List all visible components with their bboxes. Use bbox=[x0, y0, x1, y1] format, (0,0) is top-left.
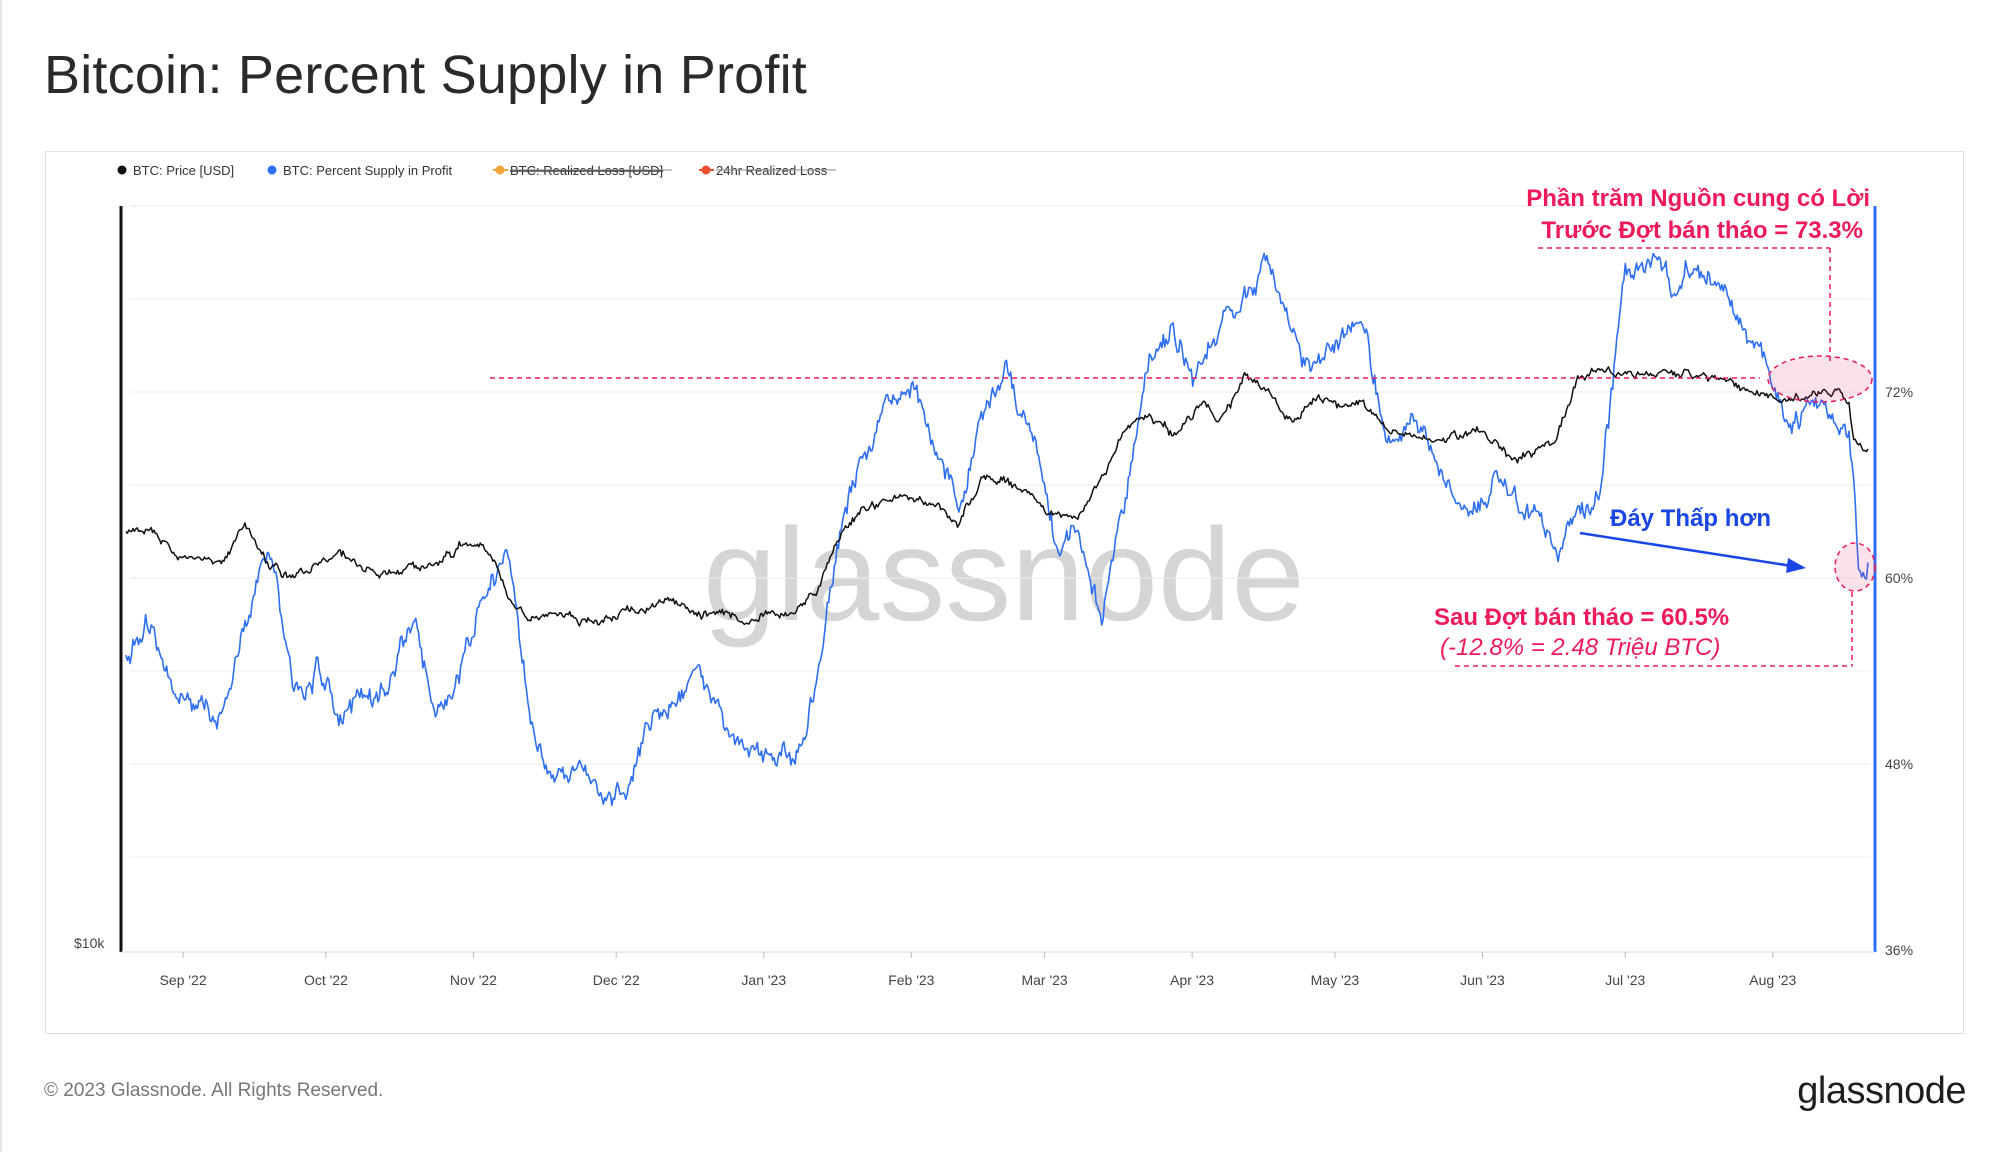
legend-item-realized-loss[interactable]: BTC: Realized Loss [USD] bbox=[493, 163, 672, 178]
y-tick-label: 72% bbox=[1885, 384, 1913, 400]
footer-logo[interactable]: glassnode bbox=[1797, 1070, 1966, 1112]
x-tick-label: Sep '22 bbox=[160, 972, 207, 988]
legend-marker-24hr-loss bbox=[701, 165, 711, 175]
legend-marker-realized-loss bbox=[495, 165, 505, 175]
legend-item-supply[interactable]: BTC: Percent Supply in Profit bbox=[267, 163, 453, 178]
y-tick-label: 48% bbox=[1885, 756, 1913, 772]
x-tick-label: Oct '22 bbox=[304, 972, 348, 988]
x-tick-label: Nov '22 bbox=[450, 972, 497, 988]
lower-low-label: Đáy Thấp hơn bbox=[1610, 505, 1771, 532]
x-tick-label: Feb '23 bbox=[888, 972, 934, 988]
after-selloff-label-line1: Sau Đợt bán tháo = 60.5% bbox=[1434, 604, 1729, 631]
x-tick-label: Aug '23 bbox=[1749, 972, 1796, 988]
legend-label-supply: BTC: Percent Supply in Profit bbox=[283, 163, 452, 178]
y-axis-right-ticks: 36% 48% 60% 72% bbox=[1885, 384, 1913, 958]
lower-low-arrow bbox=[1579, 531, 1793, 568]
x-tick-label: May '23 bbox=[1311, 972, 1360, 988]
before-selloff-label-line2: Trước Đợt bán tháo = 73.3% bbox=[1541, 217, 1863, 244]
footer-copyright: © 2023 Glassnode. All Rights Reserved. bbox=[44, 1080, 384, 1101]
y-left-label: $10k bbox=[74, 935, 105, 951]
x-tick-label: Jun '23 bbox=[1460, 972, 1505, 988]
x-tick-label: Jul '23 bbox=[1605, 972, 1645, 988]
x-tick-label: Apr '23 bbox=[1170, 972, 1214, 988]
x-tick-label: Jan '23 bbox=[741, 972, 786, 988]
watermark: glassnode bbox=[703, 501, 1305, 648]
legend-item-price[interactable]: BTC: Price [USD] bbox=[117, 163, 235, 178]
series-line-btc-price bbox=[125, 366, 1869, 627]
before-selloff-highlight bbox=[1767, 355, 1873, 403]
legend-item-24hr-loss[interactable]: 24hr Realized Loss bbox=[699, 163, 836, 178]
gridlines bbox=[130, 205, 1870, 858]
annotations: Phần trăm Nguồn cung có Lời Trước Đợt bá… bbox=[490, 185, 1876, 667]
page-edge bbox=[0, 0, 2, 1152]
y-tick-label: 36% bbox=[1885, 942, 1913, 958]
legend-marker-supply bbox=[267, 165, 277, 175]
lower-low-arrowhead bbox=[1786, 558, 1806, 573]
x-axis-ticks: Sep '22 Oct '22 Nov '22 Dec '22 Jan '23 Feb '… bbox=[160, 952, 1797, 988]
after-selloff-highlight bbox=[1834, 542, 1876, 592]
series-layer bbox=[125, 252, 1869, 807]
legend-marker-price bbox=[117, 165, 127, 175]
x-tick-label: Dec '22 bbox=[593, 972, 640, 988]
after-selloff-label-line2: (-12.8% = 2.48 Triệu BTC) bbox=[1440, 634, 1720, 661]
before-selloff-label-line1: Phần trăm Nguồn cung có Lời bbox=[1526, 185, 1870, 212]
x-tick-label: Mar '23 bbox=[1021, 972, 1067, 988]
legend: BTC: Price [USD] BTC: Percent Supply in … bbox=[117, 163, 836, 178]
legend-label-price: BTC: Price [USD] bbox=[133, 163, 234, 178]
chart-frame bbox=[45, 151, 1964, 1034]
page-title: Bitcoin: Percent Supply in Profit bbox=[44, 45, 807, 105]
series-line-percent-supply-in-profit bbox=[125, 252, 1869, 807]
y-tick-label: 60% bbox=[1885, 570, 1913, 586]
